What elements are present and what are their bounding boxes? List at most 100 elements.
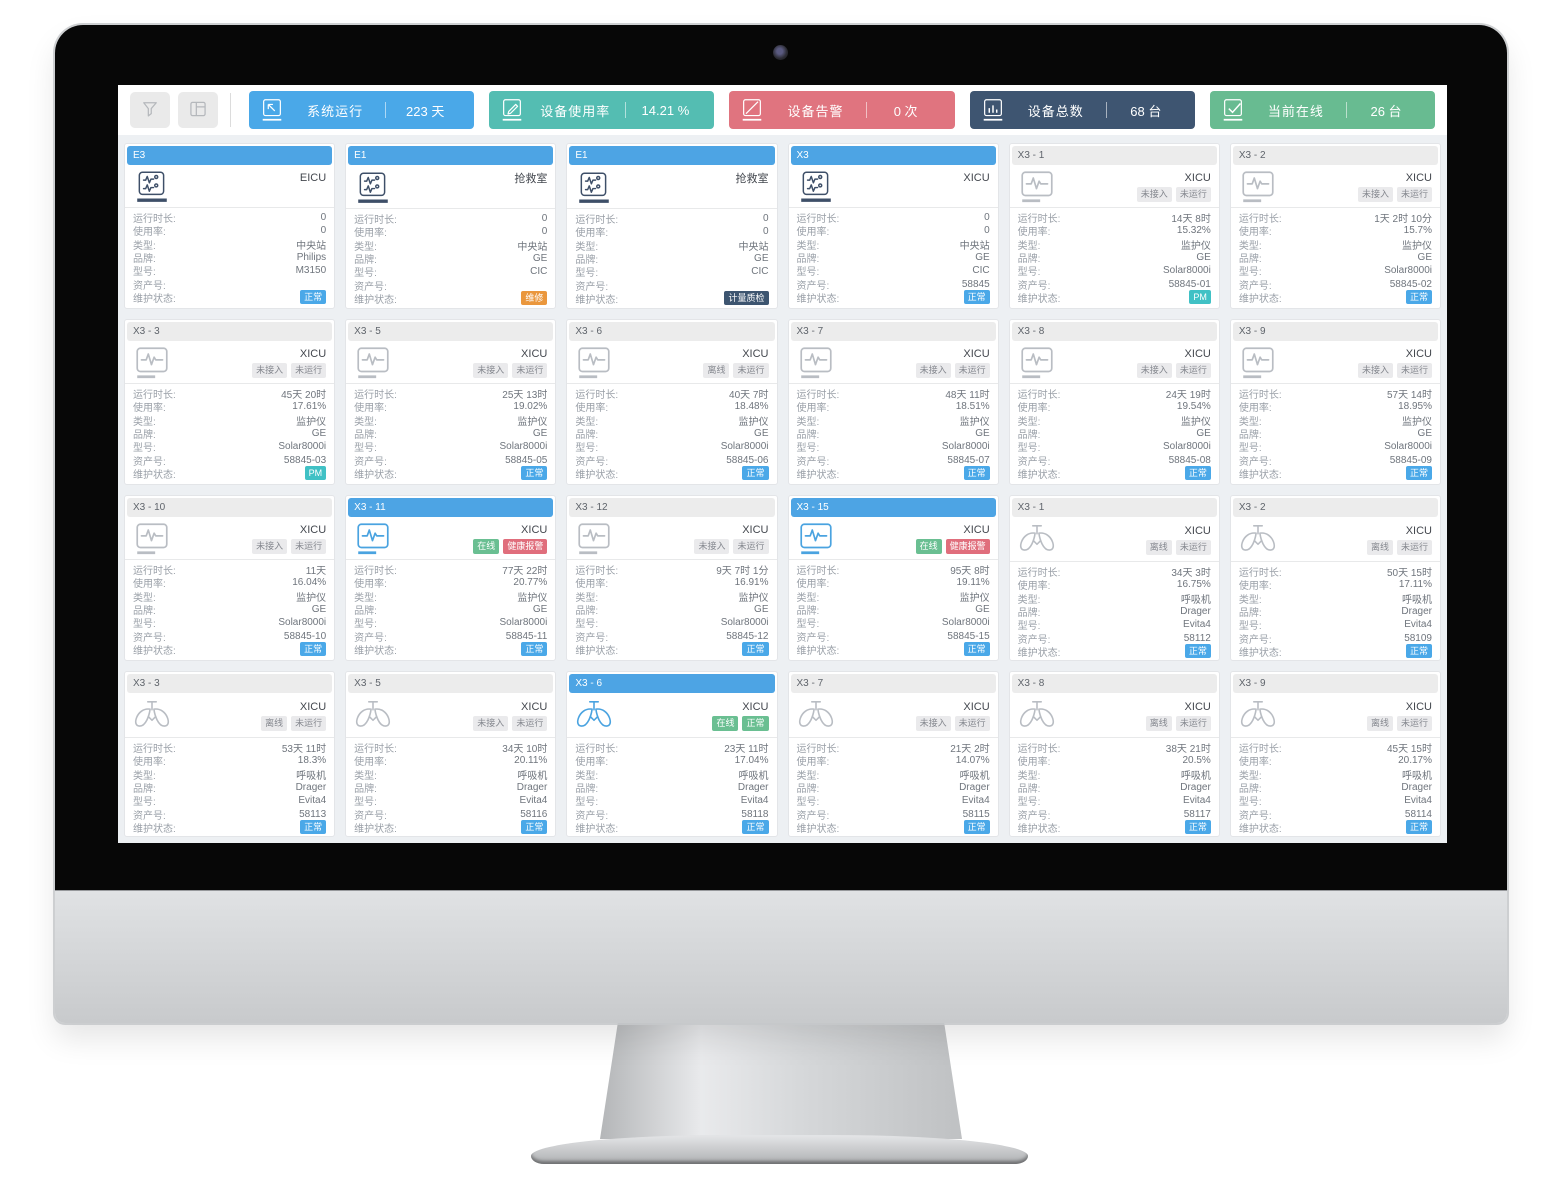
stat-pill-2[interactable]: 设备使用率 14.21 % [489,91,715,129]
status-badges: 未接入 未运行 [1060,362,1211,378]
field-value: Evita4 [740,795,769,807]
stat-pill-3[interactable]: 设备告警 0 次 [729,91,955,129]
card-id: X3 - 5 [348,322,554,341]
filter-button[interactable] [130,92,170,128]
device-card[interactable]: X3 - 8 XICU 未接入 未运行 运行时长: 24天 19时 使用率: 19.54% 类型… [1008,319,1220,485]
device-card[interactable]: X3 - 10 XICU 未接入 未运行 运行时长: 11天 使用率: 16.04% 类型: 监护… [124,495,336,661]
field-label: 维护状态: [354,469,397,481]
card-id: E1 [348,146,554,165]
camera-icon [773,45,788,60]
field-label: 资产号: [1017,456,1051,468]
field-label: 使用率: [796,227,830,239]
device-card[interactable]: X3 - 12 XICU 未接入 未运行 运行时长: 9天 7时 1分 使用率: 16.91%… [566,495,778,661]
stat-pill-5[interactable]: 当前在线 26 台 [1209,91,1436,129]
imac-stand-neck [600,1021,962,1139]
field-value: 监护仪 [296,416,327,428]
field-value: 58845-08 [1168,454,1211,466]
device-card[interactable]: X3 - 15 XICU 在线 健康报警 运行时长: 95天 8时 使用率: 19.11% 类型… [787,495,999,661]
device-card[interactable]: X3 - 7 XICU 未接入 未运行 运行时长: 48天 11时 使用率: 18.51% 类型… [787,319,999,485]
device-card[interactable]: X3 - 5 XICU 未接入 未运行 运行时长: 34天 10时 使用率: 20.11% 类型… [345,671,557,837]
field-value: 监护仪 [1180,240,1211,252]
field-label: 品牌: [1238,430,1262,442]
card-location: XICU [521,700,548,713]
stat-divider [1346,102,1348,118]
field-label: 资产号: [354,810,387,822]
maintenance-badge: 正常 [742,642,769,657]
device-card[interactable]: X3 - 8 XICU 离线 未运行 运行时长: 38天 21时 使用率: 20.5% 类型: 呼… [1008,671,1220,837]
card-id: X3 - 12 [569,498,775,517]
field-value: 0 [541,226,548,238]
field-value: 45天 15时 [1386,744,1432,756]
field-value: 58845 [961,278,990,290]
field-value: 监护仪 [738,592,769,604]
field-value: 58112 [1183,632,1211,644]
device-card[interactable]: E3 EICU 运行时长: 0 使用率: 0 类型: 中央站 品牌: Philips 型号: M315… [124,143,336,309]
stat-pill-1[interactable]: 系统运行 223 天 [249,91,475,129]
device-card[interactable]: X3 - 2 XICU 未接入 未运行 运行时长: 1天 2时 10分 使用率: 15.7% 类… [1229,143,1441,309]
stat-value: 68 台 [1130,103,1162,119]
monitor-icon [797,346,839,379]
field-label: 维护状态: [133,645,176,657]
field-label: 使用率: [796,757,830,769]
stat-pill-4[interactable]: 设备总数 68 台 [969,91,1195,129]
field-label: 使用率: [1017,403,1051,415]
device-card[interactable]: X3 - 5 XICU 未接入 未运行 运行时长: 25天 13时 使用率: 19.02% 类型… [345,319,557,485]
status-badge: 未运行 [1396,715,1432,731]
field-value: 21天 2时 [950,744,990,756]
card-location: 抢救室 [735,173,769,185]
device-card[interactable]: X3 - 9 XICU 离线 未运行 运行时长: 45天 15时 使用率: 20.17% 类型:… [1229,671,1441,837]
status-badge: 未运行 [512,362,548,378]
field-value: Drager [1401,606,1432,618]
field-value: 16.91% [734,577,769,589]
card-location: XICU [963,700,990,713]
status-badge: 未运行 [291,715,327,731]
field-label: 使用率: [1238,757,1272,769]
device-card[interactable]: X3 - 6 XICU 离线 未运行 运行时长: 40天 7时 使用率: 18.48% 类型: 监… [566,319,778,485]
field-value: 50天 15时 [1386,568,1432,580]
device-card[interactable]: X3 - 3 XICU 未接入 未运行 运行时长: 45天 20时 使用率: 17.61% 类型… [124,319,336,485]
field-value: 呼吸机 [1402,594,1432,606]
card-id: E3 [127,146,333,165]
maintenance-badge: 计量质检 [724,291,769,306]
field-value: GE [532,253,548,265]
device-card[interactable]: X3 - 11 XICU 在线 健康报警 运行时长: 77天 22时 使用率: 20.77% 类… [345,495,557,661]
card-divider [1230,383,1440,384]
imac-stand-base [531,1135,1028,1164]
layout-button[interactable] [178,92,218,128]
field-value: 19.11% [956,577,990,589]
field-value: 58845-03 [283,454,327,466]
field-label: 使用率: [133,403,166,415]
status-badge: 正常 [742,715,769,731]
device-card[interactable]: X3 XICU 运行时长: 0 使用率: 0 类型: 中央站 品牌: GE 型号: CIC 资产号: 58… [787,143,999,309]
card-divider [346,208,556,209]
filter-icon [140,99,160,122]
status-badge: 未运行 [954,362,990,378]
maintenance-badge: 正常 [1184,820,1211,835]
maintenance-badge: 正常 [1405,820,1432,835]
field-label: 类型: [354,770,377,782]
check-square-icon [1220,97,1246,123]
device-card[interactable]: X3 - 1 XICU 离线 未运行 运行时长: 34天 3时 使用率: 16.75% 类型: 呼… [1008,495,1220,661]
status-badges: 未接入 未运行 [1281,186,1432,202]
field-label: 运行时长: [354,744,397,756]
device-card[interactable]: E1 抢救室 运行时长: 0 使用率: 0 类型: 中央站 品牌: GE 型号: CIC 资产号: 维护状… [345,143,557,309]
field-label: 使用率: [354,757,387,769]
stat-value: 0 次 [893,103,918,119]
field-label: 型号: [354,619,377,631]
field-value: 17.04% [734,755,769,767]
device-card[interactable]: X3 - 7 XICU 未接入 未运行 运行时长: 21天 2时 使用率: 14.07% 类型:… [787,671,999,837]
device-card[interactable]: X3 - 3 XICU 离线 未运行 运行时长: 53天 11时 使用率: 18.3% 类型: 呼… [124,671,336,837]
card-divider [1009,561,1219,562]
device-card[interactable]: X3 - 6 XICU 在线 正常 运行时长: 23天 11时 使用率: 17.04% 类型: 呼… [566,671,778,837]
device-card[interactable]: E1 抢救室 运行时长: 0 使用率: 0 类型: 中央站 品牌: GE 型号: CIC 资产号: 维护状… [566,143,778,309]
status-badge: 未接入 [1357,186,1393,202]
field-label: 品牌: [354,784,377,796]
maintenance-badge: 正常 [963,820,990,835]
field-value: Philips [296,252,327,264]
device-card[interactable]: X3 - 2 XICU 离线 未运行 运行时长: 50天 15时 使用率: 17.11% 类型:… [1229,495,1441,661]
card-location: XICU [742,523,769,536]
device-card[interactable]: X3 - 1 XICU 未接入 未运行 运行时长: 14天 8时 使用率: 15.32% 类型:… [1008,143,1220,309]
field-value: 16.04% [292,577,327,589]
device-card[interactable]: X3 - 9 XICU 未接入 未运行 运行时长: 57天 14时 使用率: 18.95% 类型… [1229,319,1441,485]
card-location: XICU [1184,524,1211,537]
